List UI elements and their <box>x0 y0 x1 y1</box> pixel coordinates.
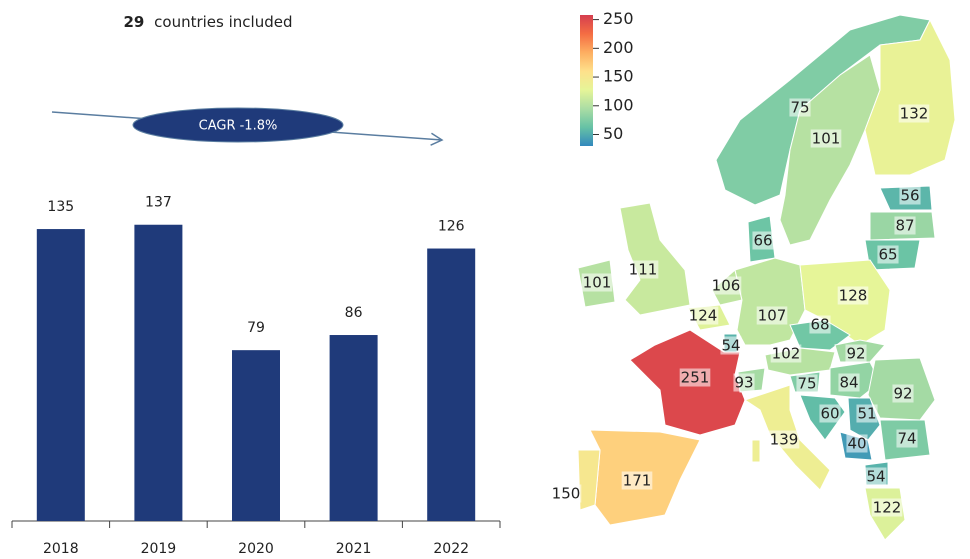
label-bg <box>894 216 916 235</box>
label-bg <box>865 467 887 486</box>
colorbar-tick-label: 250 <box>603 9 634 28</box>
x-tick-label: 2021 <box>336 541 372 557</box>
colorbar-tick-label: 100 <box>603 95 634 114</box>
country-value: 101 <box>812 130 841 148</box>
country <box>779 54 881 246</box>
label-bg <box>796 374 818 393</box>
country-value: 107 <box>758 307 787 325</box>
label-bg <box>898 104 930 123</box>
cagr-badge <box>132 107 344 143</box>
label-bg <box>810 129 842 148</box>
label-bg <box>627 260 659 279</box>
label-bg <box>770 344 802 363</box>
header-text: countries included <box>154 13 292 31</box>
label-bg <box>756 306 788 325</box>
country-value: 92 <box>846 345 865 363</box>
x-tick-label: 2020 <box>238 541 274 557</box>
bar-chart: 135 2018 137 2019 79 2020 86 2021 126 2022 <box>11 195 501 557</box>
label-bg <box>710 276 742 295</box>
country-value: 65 <box>878 246 897 264</box>
header: 29 countries included <box>124 13 293 31</box>
colorbar-tick-label: 50 <box>603 124 623 143</box>
country-value: 68 <box>810 316 829 334</box>
colorbar-tick-label: 150 <box>603 67 634 86</box>
label-bg <box>819 404 841 423</box>
colorbar <box>580 15 593 146</box>
country-value: 60 <box>820 405 839 423</box>
country-value: 139 <box>770 431 799 449</box>
country-value: 101 <box>583 274 612 292</box>
country <box>864 18 956 176</box>
value-label: 79 <box>247 320 265 336</box>
country-value: 171 <box>623 472 652 490</box>
x-tick-label: 2022 <box>433 541 469 557</box>
label-bg <box>896 429 918 448</box>
x-tick-label: 2019 <box>141 541 177 557</box>
country-value: 106 <box>712 277 741 295</box>
label-bg <box>679 368 711 387</box>
label-bg <box>768 430 800 449</box>
country-value: 51 <box>857 405 876 423</box>
country-value: 74 <box>897 430 916 448</box>
bar <box>232 350 280 521</box>
country-count: 29 <box>124 13 145 31</box>
label-bg <box>892 384 914 403</box>
label-bg <box>733 373 755 392</box>
country-value: 111 <box>629 261 658 279</box>
label-bg <box>581 273 613 292</box>
country-value: 132 <box>900 105 929 123</box>
cagr-label: CAGR -1.8% <box>199 119 278 134</box>
x-tick-label: 2018 <box>43 541 79 557</box>
country-value: 54 <box>721 337 740 355</box>
country-value: 128 <box>839 287 868 305</box>
label-bg <box>789 98 811 117</box>
country-value: 124 <box>689 307 718 325</box>
label-bg <box>621 471 653 490</box>
country-value: 84 <box>839 374 858 392</box>
label-bg <box>838 373 860 392</box>
label-bg <box>720 336 742 355</box>
country-value: 92 <box>893 385 912 403</box>
value-label: 135 <box>47 199 74 215</box>
value-label: 126 <box>438 219 465 235</box>
country-value: 75 <box>797 375 816 393</box>
country-value: 251 <box>681 369 710 387</box>
label-bg <box>899 186 921 205</box>
country <box>619 202 691 316</box>
bar <box>134 224 183 522</box>
label-bg <box>877 245 899 264</box>
country-value: 66 <box>753 232 772 250</box>
country-value: 102 <box>772 345 801 363</box>
country-value: 93 <box>734 374 753 392</box>
bar <box>427 248 476 521</box>
country-value: 122 <box>873 499 902 517</box>
map: 7510113256876566101111106124541071286892… <box>550 14 956 541</box>
label-bg <box>687 306 719 325</box>
bar <box>36 229 85 521</box>
country-value: 54 <box>866 468 885 486</box>
label-bg <box>837 286 869 305</box>
label-bg <box>871 498 903 517</box>
label-bg <box>809 315 831 334</box>
country-value: 75 <box>790 99 809 117</box>
country-value: 87 <box>895 217 914 235</box>
label-bg <box>846 434 868 453</box>
country-value: 40 <box>847 435 866 453</box>
label-bg <box>752 231 774 250</box>
country <box>734 257 806 346</box>
value-label: 137 <box>145 195 172 211</box>
country-value: 150 <box>552 485 581 503</box>
label-bg <box>845 344 867 363</box>
bar <box>329 335 378 521</box>
label-bg <box>550 484 582 503</box>
colorbar-tick-label: 200 <box>603 38 634 57</box>
value-label: 86 <box>345 305 363 321</box>
country-value: 56 <box>900 187 919 205</box>
label-bg <box>856 404 878 423</box>
